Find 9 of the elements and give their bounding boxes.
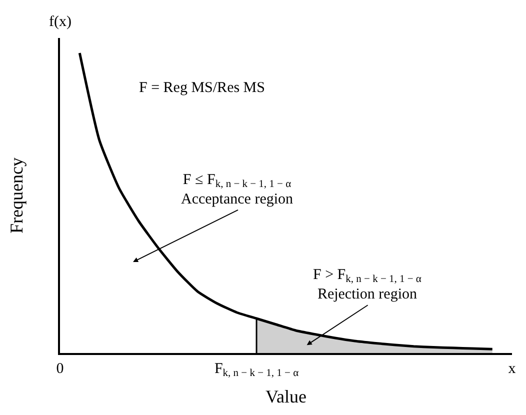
y-axis-title: Frequency bbox=[6, 158, 26, 234]
x-axis-title: Value bbox=[266, 386, 306, 406]
annotation: F ≤ F$_{k, n − k − 1, 1 − α}$ Acceptance region bbox=[181, 172, 294, 208]
annotation: F = Reg MS/Res MS bbox=[139, 80, 265, 96]
text: f(x) bbox=[49, 14, 72, 30]
annotation: F > F$_{k, n − k − 1, 1 − α}$ Rejection region bbox=[313, 267, 422, 302]
x-tick-label: F$_{k, n − k − 1, 1 − α}$ bbox=[214, 360, 300, 379]
x-tick-label: 0 bbox=[56, 360, 64, 377]
x-tick-label: x bbox=[508, 360, 516, 377]
